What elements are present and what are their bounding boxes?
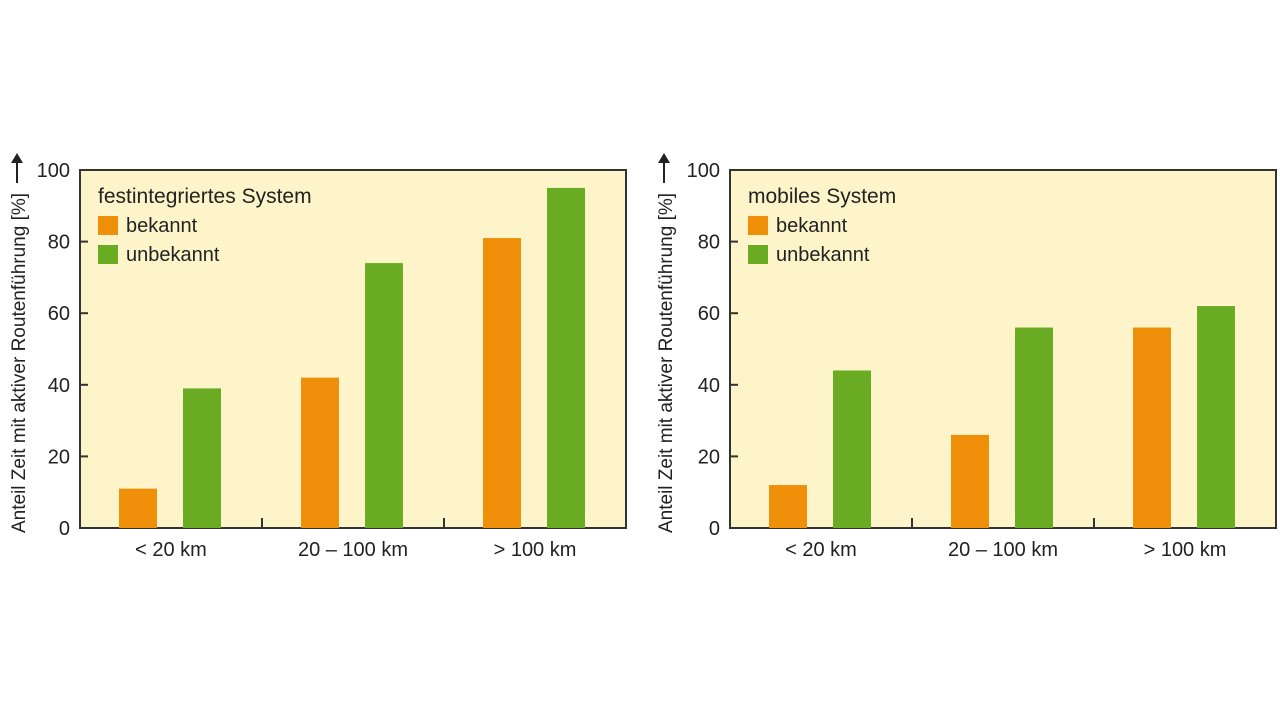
legend-title-2: mobiles System <box>748 185 896 208</box>
bar-bekannt-2 <box>951 434 989 528</box>
bars-1 <box>119 187 585 528</box>
bar-unbekannt-3 <box>547 187 585 528</box>
plot-area-2 <box>729 169 1277 529</box>
y-tick-label: 80 <box>698 232 720 254</box>
bar-bekannt-3 <box>1133 327 1171 528</box>
y-axis-arrow-2 <box>658 153 670 183</box>
bar-unbekannt-3 <box>1197 306 1235 528</box>
y-tick-label: 40 <box>48 375 70 397</box>
legend-label-bekannt-1: bekannt <box>126 215 198 237</box>
bar-bekannt-1 <box>769 485 807 528</box>
legend-swatch-unbekannt-1 <box>98 245 118 264</box>
y-tick-label: 20 <box>48 446 70 468</box>
y-tick-label: 40 <box>698 375 720 397</box>
y-tick-label: 0 <box>709 518 720 540</box>
y-axis-arrow-1 <box>11 153 23 183</box>
y-axis-label-1: Anteil Zeit mit aktiver Routenführung [%… <box>9 193 30 533</box>
y-tick-label: 20 <box>698 446 720 468</box>
y-tick-label: 0 <box>59 518 70 540</box>
plot-area-1 <box>79 169 627 529</box>
y-axis-label-2: Anteil Zeit mit aktiver Routenführung [%… <box>656 193 677 533</box>
x-tick-label: < 20 km <box>135 539 207 561</box>
bar-unbekannt-2 <box>1015 327 1053 528</box>
y-ticks-1: 0 20 40 60 80 100 <box>37 160 88 540</box>
bar-bekannt-1 <box>119 488 157 528</box>
y-tick-label: 60 <box>48 303 70 325</box>
x-ticks-1: < 20 km 20 – 100 km > 100 km <box>135 518 576 561</box>
x-tick-label: > 100 km <box>1144 539 1227 561</box>
y-ticks-2: 0 20 40 60 80 100 <box>687 160 738 540</box>
bar-unbekannt-1 <box>183 388 221 528</box>
bar-bekannt-2 <box>301 377 339 528</box>
legend-label-bekannt-2: bekannt <box>776 215 848 237</box>
bar-bekannt-3 <box>483 238 521 528</box>
legend-title-1: festintegriertes System <box>98 185 312 208</box>
x-tick-label: > 100 km <box>494 539 577 561</box>
legend-swatch-bekannt-1 <box>98 216 118 235</box>
x-ticks-2: < 20 km 20 – 100 km > 100 km <box>785 518 1226 561</box>
legend-label-unbekannt-1: unbekannt <box>126 244 220 266</box>
legend-label-unbekannt-2: unbekannt <box>776 244 870 266</box>
x-tick-label: 20 – 100 km <box>298 539 408 561</box>
y-tick-label: 100 <box>37 160 70 182</box>
legend-swatch-unbekannt-2 <box>748 245 768 264</box>
x-tick-label: < 20 km <box>785 539 857 561</box>
y-tick-label: 80 <box>48 232 70 254</box>
bars-2 <box>769 306 1235 528</box>
legend-swatch-bekannt-2 <box>748 216 768 235</box>
x-tick-label: 20 – 100 km <box>948 539 1058 561</box>
y-tick-label: 60 <box>698 303 720 325</box>
bar-unbekannt-1 <box>833 370 871 528</box>
bar-unbekannt-2 <box>365 263 403 528</box>
y-tick-label: 100 <box>687 160 720 182</box>
